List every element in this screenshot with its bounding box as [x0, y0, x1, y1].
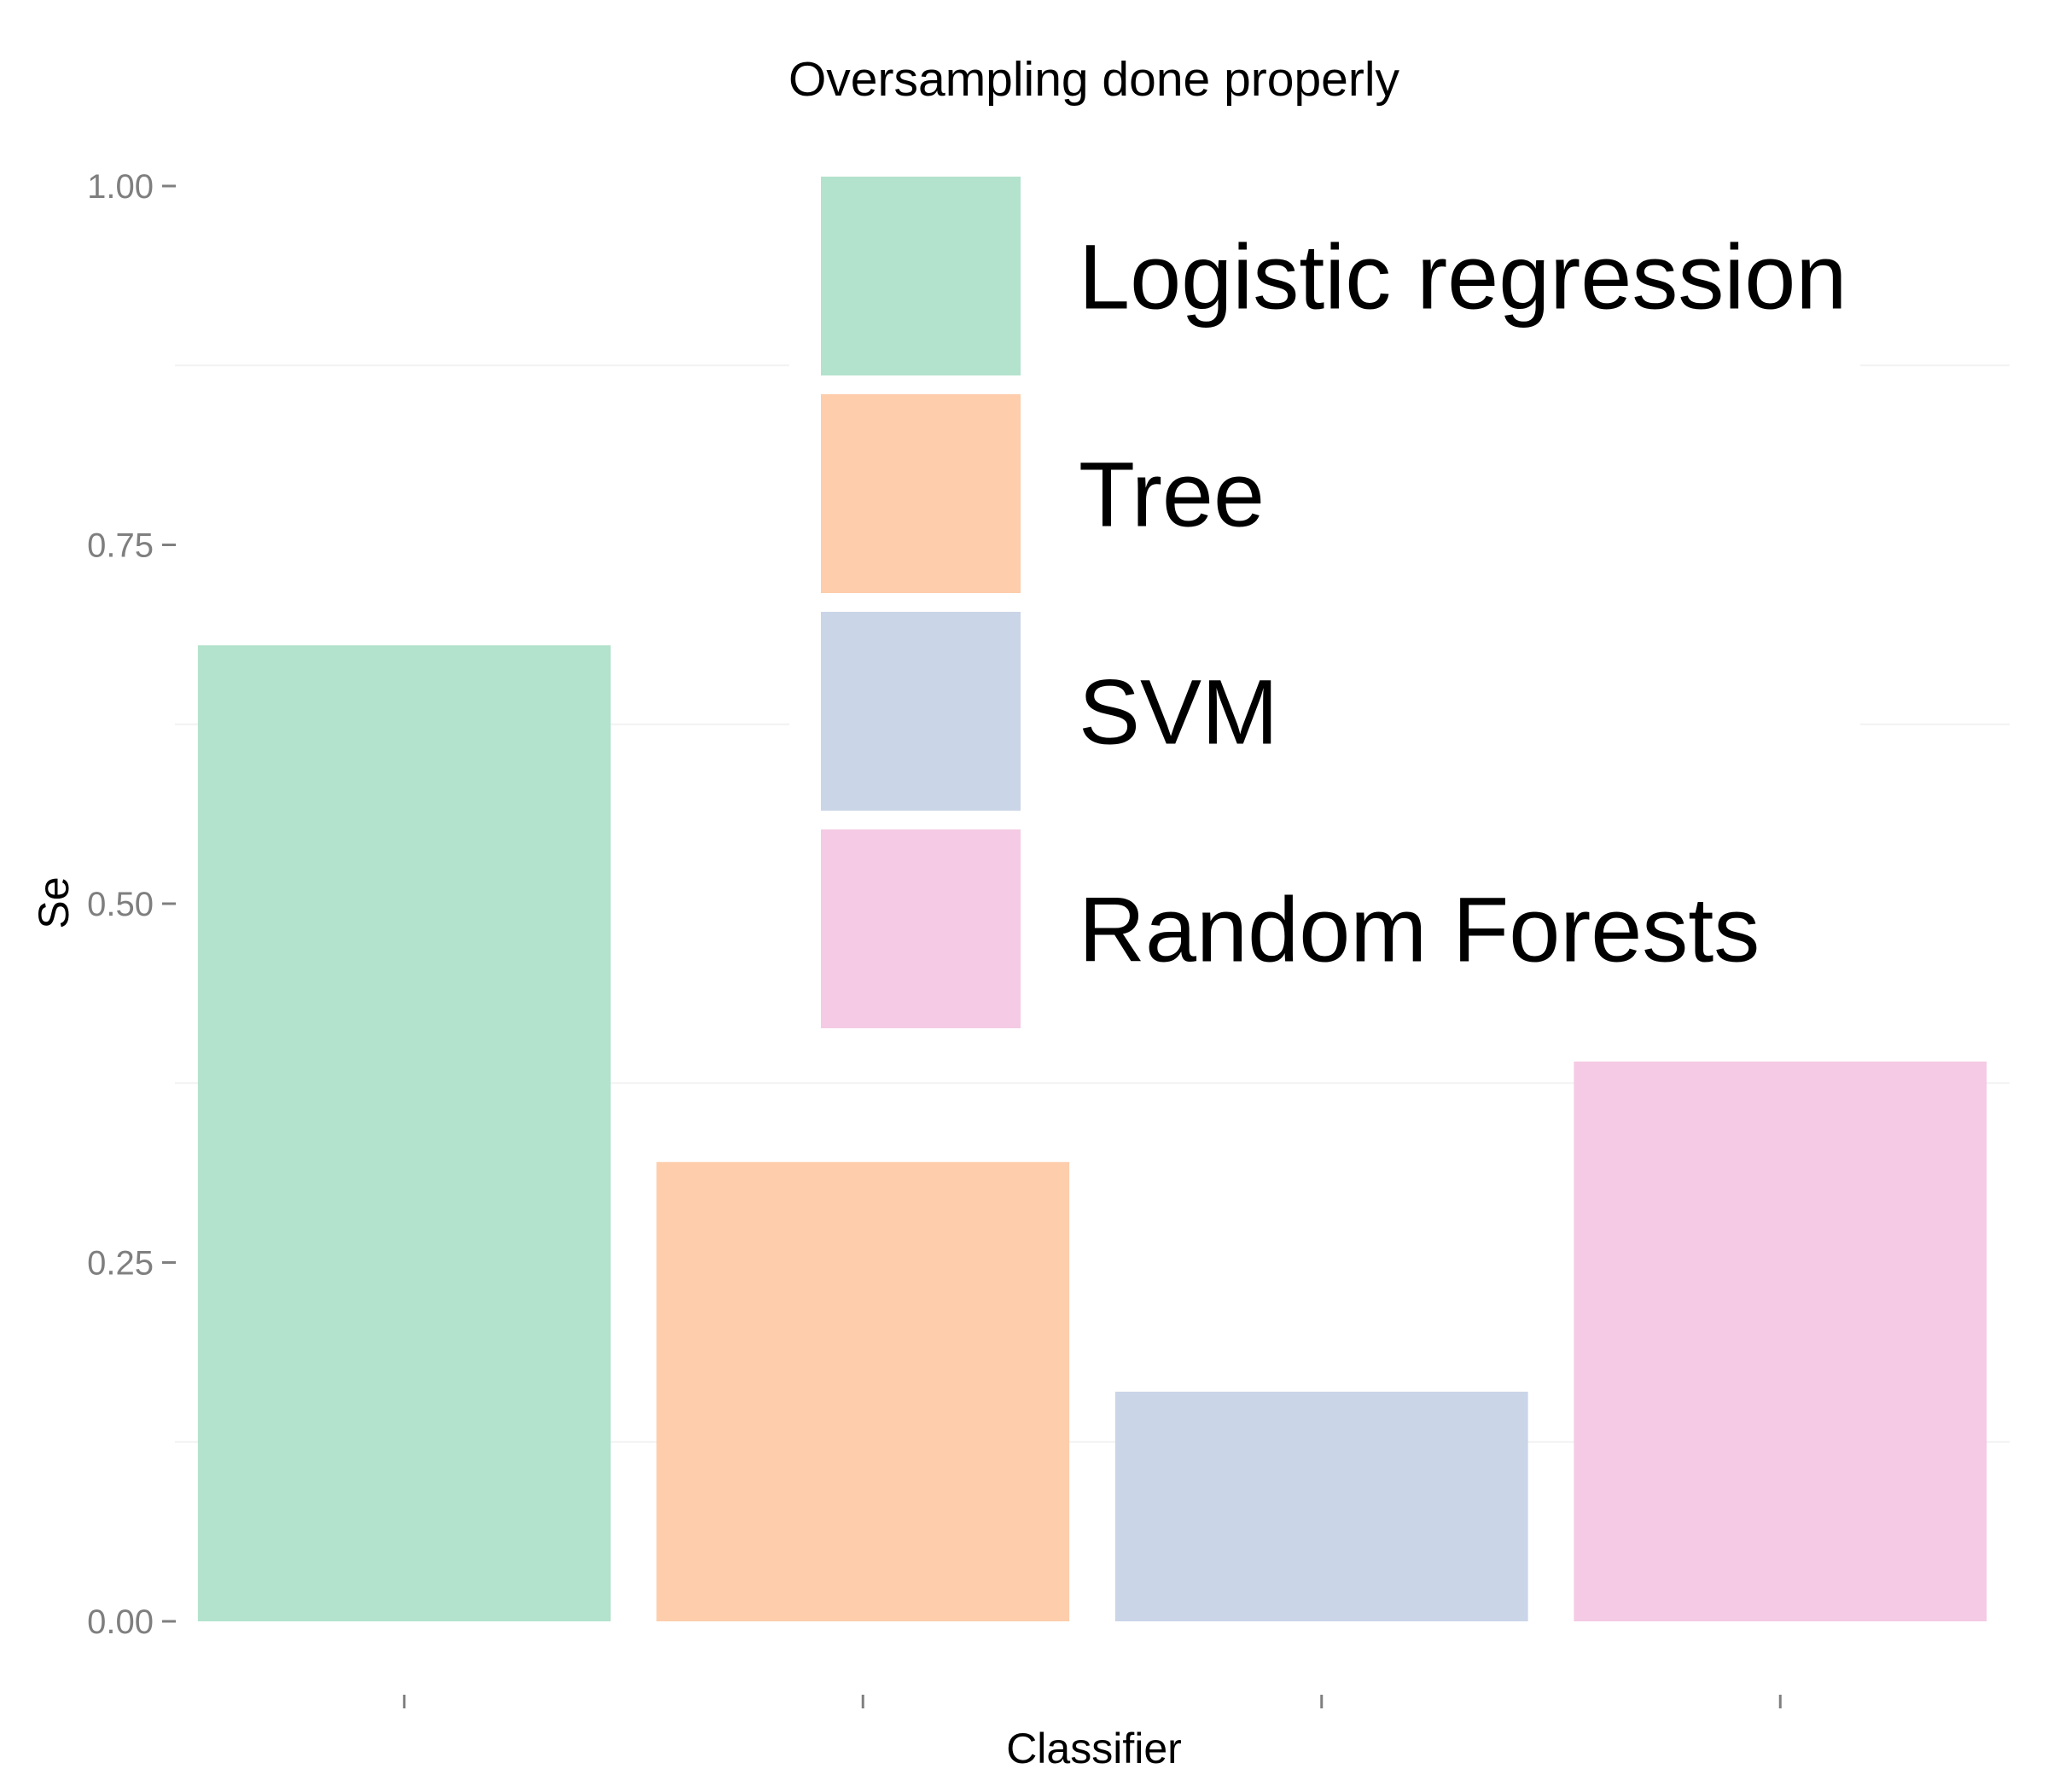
bar-logistic-regression	[197, 645, 611, 1621]
y-tick-label: 0.75	[87, 527, 154, 565]
legend-label: Tree	[1079, 443, 1265, 546]
bars	[197, 645, 1987, 1621]
legend-label: SVM	[1079, 660, 1278, 764]
axes: 0.00 0.25 0.50 0.75 1.00	[87, 168, 1782, 1708]
legend-swatch	[821, 177, 1021, 375]
bar-svm	[1114, 1391, 1528, 1621]
legend-swatch	[821, 829, 1021, 1028]
x-axis-title: Classifier	[1006, 1725, 1182, 1772]
legend-label: Random Forests	[1079, 878, 1760, 981]
chart-title: Oversampling done properly	[788, 52, 1400, 107]
y-tick-label: 0.25	[87, 1245, 154, 1283]
legend-label: Logistic regression	[1079, 225, 1847, 329]
y-tick-label: 1.00	[87, 168, 154, 206]
bar-tree	[656, 1161, 1070, 1621]
y-tick-label: 0.00	[87, 1603, 154, 1641]
legend: Logistic regression Tree SVM Random Forests	[789, 162, 1860, 1041]
bar-random-forests	[1574, 1062, 1987, 1621]
legend-swatch	[821, 612, 1021, 811]
legend-swatch	[821, 394, 1021, 593]
y-axis-title: Se	[30, 876, 78, 928]
y-tick-label: 0.50	[87, 886, 154, 923]
